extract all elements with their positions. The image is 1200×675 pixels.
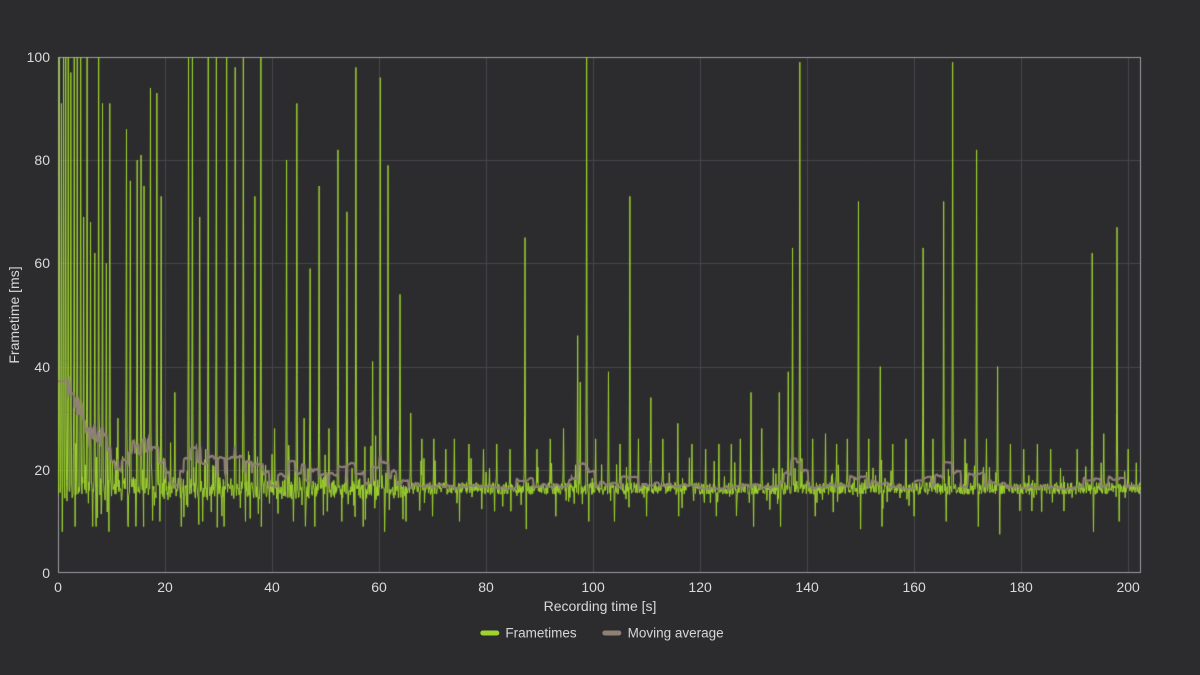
- moving-average-line-swatch: [602, 630, 622, 636]
- x-tick-label: 180: [1009, 579, 1033, 595]
- y-tick-label: 60: [34, 255, 50, 272]
- legend-item-moving-average: Moving average: [602, 625, 724, 641]
- x-tick-label: 20: [157, 579, 173, 595]
- x-tick-label: 100: [581, 579, 605, 595]
- y-tick-label: 20: [34, 461, 50, 478]
- x-axis-title: Recording time [s]: [543, 598, 657, 614]
- x-tick-label: 160: [902, 579, 926, 595]
- x-tick-label: 0: [54, 579, 62, 595]
- y-tick-label: 100: [26, 49, 50, 65]
- frametimes-line-swatch: [480, 630, 500, 636]
- x-tick-label: 80: [478, 579, 494, 595]
- x-tick-label: 60: [371, 579, 387, 595]
- x-tick-label: 200: [1116, 579, 1140, 595]
- chart-legend: Frametimes Moving average: [480, 625, 724, 641]
- y-tick-label: 40: [34, 358, 50, 375]
- y-tick-label: 80: [34, 152, 50, 169]
- legend-label-moving-average: Moving average: [627, 625, 724, 641]
- y-axis-title: Frametime [ms]: [6, 266, 22, 364]
- legend-item-frametimes: Frametimes: [480, 625, 577, 641]
- x-tick-label: 120: [688, 579, 712, 595]
- x-tick-label: 40: [264, 579, 280, 595]
- x-tick-label: 140: [795, 579, 819, 595]
- y-tick-label: 0: [42, 565, 50, 581]
- legend-label-frametimes: Frametimes: [505, 625, 577, 641]
